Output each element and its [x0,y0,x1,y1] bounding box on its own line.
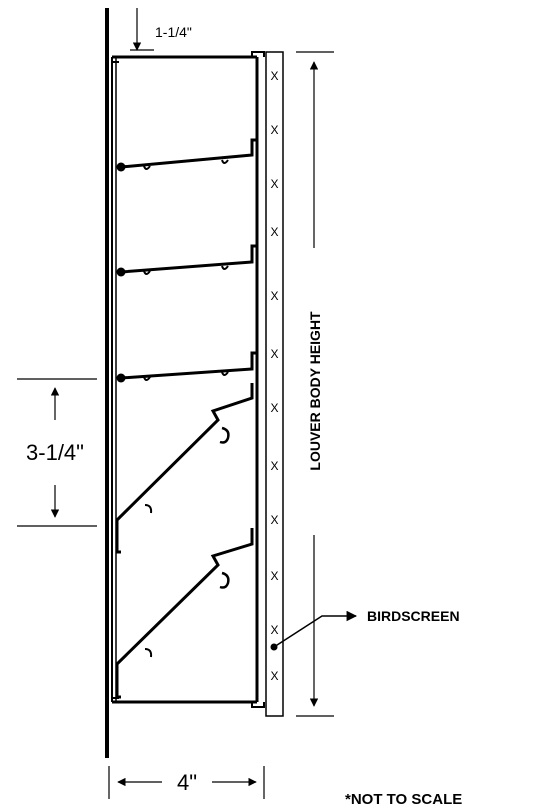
louver-frame [111,51,265,708]
svg-text:X: X [270,225,278,239]
birdscreen-label: BIRDSCREEN [367,608,460,624]
svg-text:X: X [270,347,278,361]
svg-text:X: X [270,289,278,303]
angled-blade [115,383,254,554]
scale-note: *NOT TO SCALE [345,791,462,808]
blade-spacing-dimension [17,378,97,527]
birdscreen-strip [265,51,284,717]
svg-text:X: X [270,401,278,415]
top-gap-label: 1-1/4" [155,24,192,40]
horizontal-blade [116,351,257,383]
svg-text:X: X [270,569,278,583]
svg-text:X: X [270,123,278,137]
horizontal-blade [116,138,257,172]
top-gap-dimension [130,8,154,51]
body-height-label: LOUVER BODY HEIGHT [307,311,323,471]
depth-label: 4" [177,770,197,795]
birdscreen-marks: X X X X X X X X X X X X [270,69,278,683]
blade-spacing-label: 3-1/4" [26,440,84,465]
depth-dimension [108,766,265,799]
svg-text:X: X [270,669,278,683]
svg-text:X: X [270,623,278,637]
angled-blade [115,528,254,699]
svg-text:X: X [270,177,278,191]
svg-text:X: X [270,69,278,83]
birdscreen-callout [270,610,358,651]
svg-text:X: X [270,513,278,527]
horizontal-blade [116,244,257,277]
svg-text:X: X [270,459,278,473]
